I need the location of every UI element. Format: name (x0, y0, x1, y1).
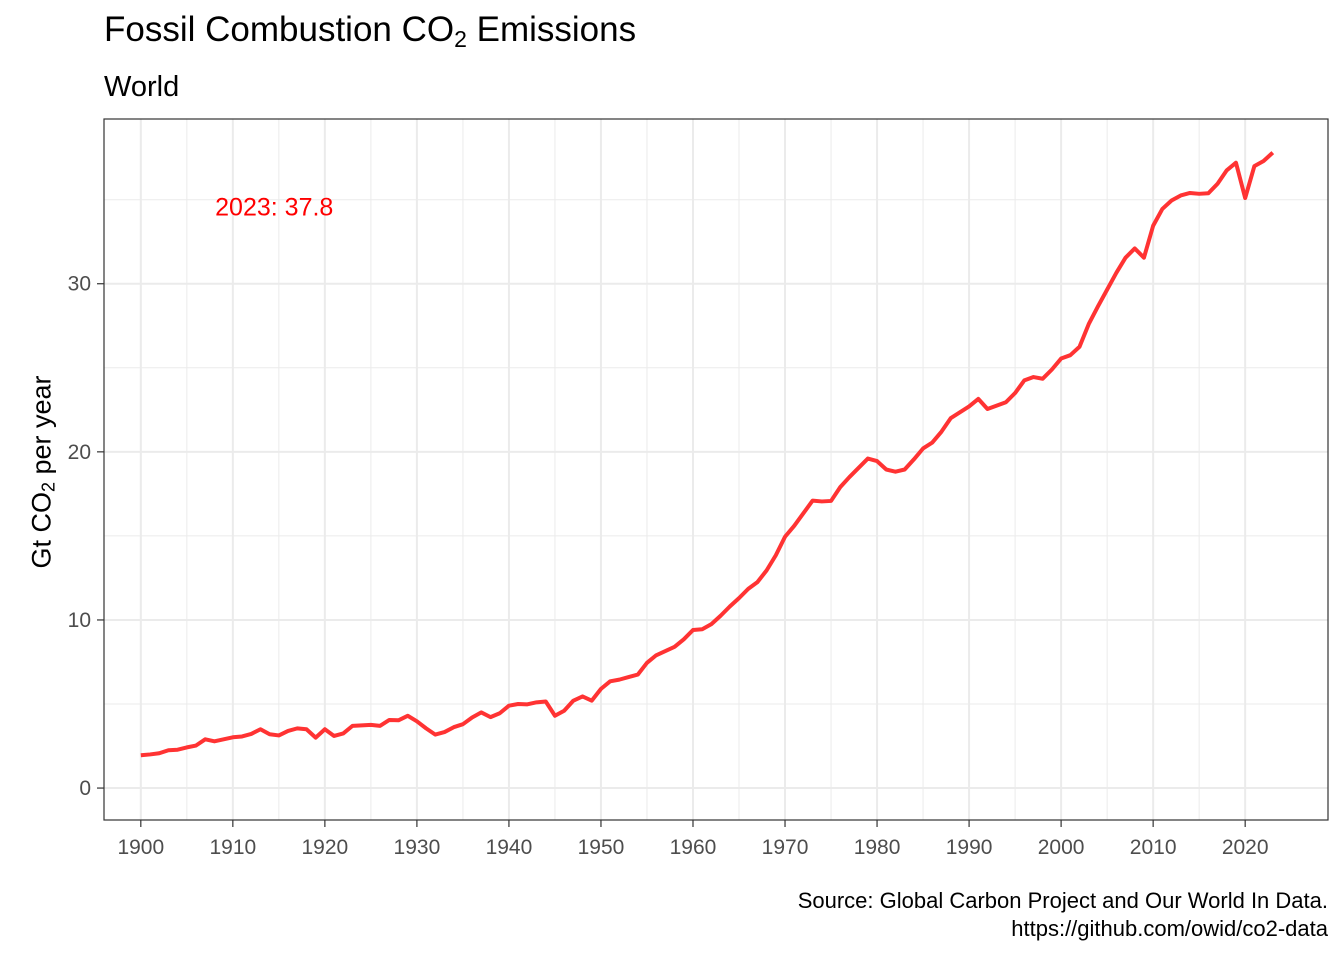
chart-subtitle: World (104, 71, 180, 103)
source-caption: Source: Global Carbon Project and Our Wo… (798, 887, 1328, 943)
y-tick-label: 30 (68, 273, 91, 296)
caption-line-url: https://github.com/owid/co2-data (1011, 916, 1328, 941)
x-tick-label: 2020 (1222, 836, 1269, 859)
chart-title: Fossil Combustion CO2 Emissions (104, 10, 637, 52)
x-tick-label: 1910 (209, 836, 256, 859)
x-tick-label: 1970 (762, 836, 809, 859)
x-tick-label: 2010 (1130, 836, 1177, 859)
y-axis: 0 10 20 30 (68, 273, 104, 800)
panel-border (103, 118, 1329, 821)
x-tick-label: 1920 (302, 836, 349, 859)
y-tick-label: 20 (68, 441, 91, 464)
x-tick-label: 2000 (1038, 836, 1085, 859)
x-tick-label: 1980 (854, 836, 901, 859)
caption-line-source: Source: Global Carbon Project and Our Wo… (797, 888, 1328, 913)
x-axis: 1900 1910 1920 1930 1940 1950 1960 1970 1980 1990… (117, 820, 1269, 859)
x-tick-label: 1900 (117, 836, 164, 859)
y-tick-label: 0 (79, 777, 91, 800)
major-grid (104, 119, 1328, 820)
x-tick-label: 1930 (394, 836, 441, 859)
minor-grid (104, 119, 1328, 820)
series-line (140, 151, 1275, 758)
x-tick-label: 1950 (578, 836, 625, 859)
annotation-label: 2023: 37.8 (215, 194, 333, 222)
x-tick-label: 1990 (946, 836, 993, 859)
y-tick-label: 10 (68, 609, 91, 632)
x-tick-label: 1940 (486, 836, 533, 859)
x-tick-label: 1960 (670, 836, 717, 859)
